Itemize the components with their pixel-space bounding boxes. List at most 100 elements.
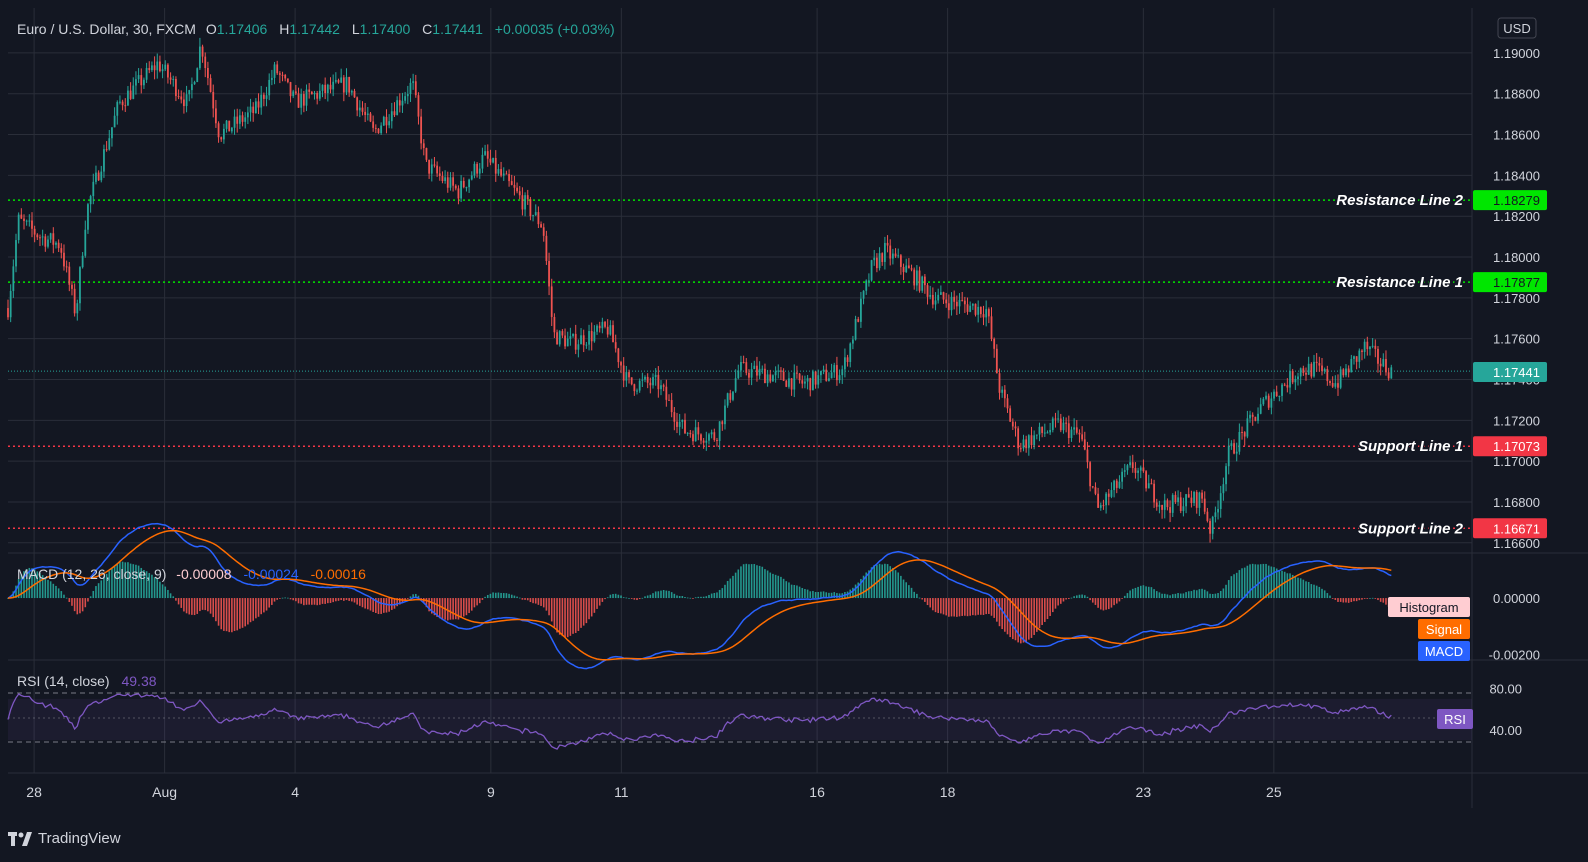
macd-histogram-bar bbox=[740, 566, 742, 599]
time-tick-label: 18 bbox=[940, 784, 956, 800]
candle-body bbox=[1073, 427, 1076, 430]
candle-body bbox=[1241, 432, 1243, 434]
candle-body bbox=[556, 332, 558, 345]
candle-body bbox=[44, 236, 47, 247]
candle-body bbox=[1113, 480, 1116, 491]
candle-body bbox=[1326, 368, 1329, 382]
candle-body bbox=[321, 84, 324, 91]
candle-body bbox=[1374, 345, 1377, 349]
candle-body bbox=[1158, 504, 1161, 507]
candle-body bbox=[1379, 363, 1382, 367]
candle-body bbox=[1369, 346, 1371, 350]
tradingview-logo[interactable]: TradingView bbox=[8, 830, 121, 847]
candle-body bbox=[1083, 439, 1086, 450]
candle-body bbox=[260, 94, 263, 108]
macd-histogram-bar bbox=[1193, 589, 1195, 599]
macd-histogram-bar bbox=[745, 563, 748, 599]
macd-histogram-bar bbox=[676, 595, 678, 599]
macd-histogram-bar bbox=[329, 598, 332, 603]
macd-histogram-bar bbox=[1129, 590, 1131, 599]
candle-body bbox=[20, 214, 23, 219]
candle-body bbox=[534, 212, 537, 216]
candle-body bbox=[156, 61, 159, 71]
candle-body bbox=[862, 290, 865, 299]
macd-legend-macd: -0.00024 bbox=[243, 566, 298, 582]
macd-histogram-bar bbox=[502, 593, 505, 599]
last-price-tag-value: 1.17441 bbox=[1493, 365, 1540, 380]
candle-body bbox=[1182, 506, 1185, 511]
macd-histogram-bar bbox=[1209, 593, 1211, 599]
candle-body bbox=[721, 421, 724, 425]
macd-histogram-bar bbox=[1083, 595, 1086, 599]
candle-body bbox=[462, 180, 465, 188]
macd-histogram-bar bbox=[1110, 598, 1113, 608]
macd-histogram-bar bbox=[1166, 594, 1169, 599]
macd-histogram-bar bbox=[636, 598, 638, 601]
candle-body bbox=[76, 303, 79, 314]
candle-body bbox=[750, 369, 753, 378]
macd-legend[interactable]: MACD (12, 26, close, 9) -0.00008 -0.0002… bbox=[17, 566, 366, 582]
macd-histogram-bar bbox=[1265, 563, 1267, 599]
candle-body bbox=[356, 97, 359, 111]
low-label: L bbox=[352, 21, 360, 37]
candle-body bbox=[761, 368, 764, 370]
macd-histogram-bar bbox=[825, 592, 828, 599]
macd-histogram-bar bbox=[806, 589, 809, 599]
macd-histogram-bar bbox=[151, 574, 153, 599]
macd-histogram-bar bbox=[465, 598, 468, 616]
macd-histogram-bar bbox=[1235, 572, 1238, 599]
macd-histogram-bar bbox=[932, 598, 934, 611]
candle-body bbox=[652, 377, 654, 386]
price-tick-label: 1.16800 bbox=[1493, 495, 1540, 510]
macd-histogram-bar bbox=[145, 571, 148, 599]
candle-body bbox=[907, 265, 910, 269]
macd-histogram-bar bbox=[953, 598, 955, 617]
candle-body bbox=[633, 384, 636, 392]
candle-body bbox=[1163, 500, 1166, 510]
rsi-legend[interactable]: RSI (14, close) 49.38 bbox=[17, 673, 157, 689]
rsi-tick-label: 80.00 bbox=[1489, 682, 1522, 697]
candle-body bbox=[881, 253, 884, 262]
candle-body bbox=[23, 218, 25, 221]
candle-body bbox=[1062, 422, 1065, 431]
candle-body bbox=[958, 299, 961, 307]
candle-body bbox=[1166, 500, 1169, 508]
candle-body bbox=[214, 108, 217, 124]
currency-label-box[interactable] bbox=[1497, 17, 1537, 39]
macd-histogram-bar bbox=[756, 565, 758, 599]
rsi-tag-label: RSI bbox=[1444, 712, 1466, 727]
macd-histogram-bar bbox=[164, 586, 167, 599]
macd-histogram-bar bbox=[564, 598, 566, 638]
candle-body bbox=[63, 252, 65, 267]
macd-histogram-bar bbox=[1089, 598, 1091, 601]
macd-histogram-bar bbox=[156, 578, 159, 599]
macd-histogram-bar bbox=[1361, 598, 1363, 600]
candle-body bbox=[963, 300, 966, 305]
macd-histogram-bar bbox=[263, 598, 265, 613]
candle-body bbox=[580, 335, 582, 345]
candle-body bbox=[969, 305, 972, 312]
macd-histogram-bar bbox=[228, 598, 231, 633]
macd-histogram-bar bbox=[255, 598, 257, 619]
rsi-tick-label: 40.00 bbox=[1489, 723, 1522, 738]
macd-histogram-bar bbox=[694, 597, 697, 599]
candle-body bbox=[318, 90, 321, 99]
candle-body bbox=[167, 64, 169, 78]
candle-body bbox=[111, 127, 113, 139]
macd-histogram-bar bbox=[492, 592, 494, 599]
candle-body bbox=[366, 113, 369, 115]
macd-histogram-bar bbox=[1238, 570, 1241, 599]
macd-histogram-bar bbox=[327, 598, 329, 604]
macd-histogram-bar bbox=[532, 598, 534, 604]
price-legend[interactable]: Euro / U.S. Dollar, 30, FXCM O1.17406 H1… bbox=[17, 21, 615, 37]
macd-histogram-bar bbox=[1347, 598, 1350, 603]
macd-histogram-bar bbox=[103, 576, 105, 599]
macd-histogram-bar bbox=[569, 598, 572, 636]
candle-body bbox=[625, 372, 628, 381]
macd-histogram-bar bbox=[761, 566, 764, 599]
macd-histogram-bar bbox=[1214, 593, 1217, 599]
macd-legend-name: MACD (12, 26, close, 9) bbox=[17, 566, 166, 582]
macd-histogram-bar bbox=[836, 593, 838, 599]
price-tick-label: 1.17600 bbox=[1493, 332, 1540, 347]
